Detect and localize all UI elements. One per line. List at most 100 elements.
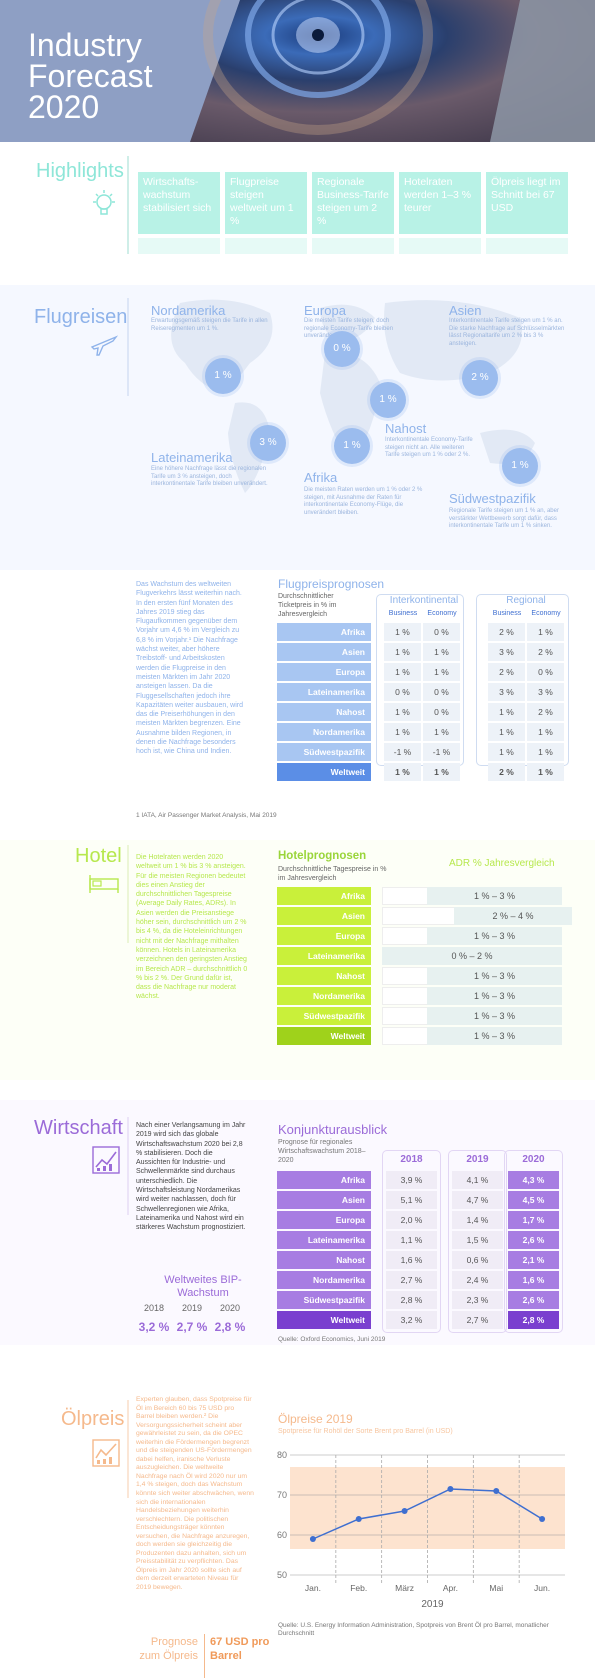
column-header: Economy (531, 610, 561, 617)
row-label: Nordamerika (277, 987, 371, 1005)
bip-value: 2,8 % (214, 1320, 246, 1334)
table-cell: -1 % (384, 743, 421, 761)
table-cell: 1,1 % (386, 1231, 437, 1249)
x-tick-label: Jan. (305, 1583, 321, 1593)
divider (127, 845, 129, 943)
region-name: Europa (304, 303, 346, 318)
row-label: Südwestpazifik (277, 1291, 371, 1309)
table-cell: 1 % (527, 723, 564, 741)
year-frame (448, 1150, 507, 1333)
stadium-image (190, 0, 595, 142)
data-point (539, 1516, 546, 1522)
y-tick-label: 60 (277, 1530, 287, 1540)
konjunktur-title: Konjunkturausblick (278, 1122, 388, 1137)
regions-overlay: Nordamerika Erwartungsgemäß steigen die T… (0, 0, 595, 570)
hotel-table-title: Hotelprognosen (278, 850, 367, 862)
row-label: Weltweit (277, 763, 371, 781)
bed-icon (89, 875, 119, 893)
group-header: Interkontinental (389, 595, 459, 606)
highlight-underbar (486, 238, 568, 254)
region-name: Asien (449, 303, 482, 318)
row-label: Nahost (277, 1251, 371, 1269)
hotel-body: Die Hotelraten werden 2020 weltweit um 1… (136, 854, 248, 1001)
group-header: Regional (506, 595, 546, 606)
hero-banner: Industry Forecast 2020 (0, 0, 595, 142)
x-tick-label: Jun. (534, 1583, 550, 1593)
hero-title: Industry Forecast 2020 (28, 27, 153, 125)
highlight-underbar (225, 238, 307, 254)
data-point (493, 1488, 500, 1494)
row-label: Lateinamerika (277, 947, 371, 965)
table-cell: 3 % (488, 643, 525, 661)
highlights-title: Highlights (36, 160, 124, 182)
row-label: Lateinamerika (277, 1231, 371, 1249)
table-cell: 1,7 % (508, 1211, 559, 1229)
table-cell: 2 % (527, 643, 564, 661)
table-cell: 2,7 % (386, 1271, 437, 1289)
bip-year: 2018 (143, 1303, 165, 1313)
table-cell: 2 % (527, 703, 564, 721)
table-cell: 3,9 % (386, 1171, 437, 1189)
table-cell: 1,6 % (508, 1271, 559, 1289)
table-cell: 0 % (527, 663, 564, 681)
table-cell: 2,7 % (452, 1311, 503, 1329)
region-text: Die meisten Raten werden um 1 % oder 2 %… (304, 487, 423, 516)
hotel-table: Afrika 1 % – 3 % Asien 2 % – 4 % Europa 1 % –… (277, 887, 572, 1047)
table-cell: 1 % (488, 703, 525, 721)
growth-chart-icon (92, 1146, 120, 1174)
table-cell: 2,6 % (508, 1231, 559, 1249)
row-label: Afrika (277, 887, 371, 905)
airplane-icon (90, 335, 119, 356)
oel-chart: 50 60 70 80 Jan. Feb. März Apr. Mai Jun. 2019 (277, 1450, 565, 1610)
oil-chart-icon (92, 1439, 120, 1467)
table-cell: 2,8 % (386, 1291, 437, 1309)
table-cell: 1 % (384, 763, 421, 781)
region-text: Eine höhere Nachfrage lässt die regional… (151, 466, 268, 487)
region-text: Interkontinentale Economy-Tarife steigen… (385, 437, 473, 458)
table-cell: 1 % (423, 763, 460, 781)
adr-range: 1 % – 3 % (427, 967, 562, 985)
flug-table: Interkontinental Regional Business Economy B… (277, 590, 572, 790)
region-name: Nahost (385, 421, 427, 436)
flug-table-title: Flugpreisprognosen (278, 577, 385, 591)
row-label: Nahost (277, 967, 371, 985)
table-cell: 1 % (423, 723, 460, 741)
table-cell: 2,0 % (386, 1211, 437, 1229)
adr-range: 1 % – 3 % (427, 1007, 562, 1025)
table-cell: 2,4 % (452, 1271, 503, 1289)
region-value-bubble: 1 % (205, 358, 241, 394)
region-name: Südwestpazifik (449, 491, 536, 506)
data-point (447, 1486, 454, 1492)
series-line (312, 1488, 543, 1540)
column-header: Business (492, 610, 522, 617)
table-cell: 1 % (423, 643, 460, 661)
region-text: Erwartungsgemäß steigen die Tarife in al… (151, 318, 268, 332)
adr-range: 0 % – 2 % (382, 947, 562, 965)
table-cell: 4,1 % (452, 1171, 503, 1189)
column-header: Business (388, 610, 418, 617)
y-tick-label: 50 (277, 1570, 287, 1580)
table-cell: 1 % (527, 623, 564, 641)
bip-year: 2020 (219, 1303, 241, 1313)
divider (127, 1400, 129, 1498)
table-cell: 2 % (488, 763, 525, 781)
adr-range: 1 % – 3 % (427, 987, 562, 1005)
konjunktur-subtitle: Prognose für regionales Wirtschaftswachs… (278, 1139, 366, 1164)
row-label: Europa (277, 927, 371, 945)
divider (127, 1117, 129, 1215)
table-cell: 4,3 % (508, 1171, 559, 1189)
table-cell: 3 % (527, 683, 564, 701)
table-cell: -1 % (423, 743, 460, 761)
y-tick-label: 80 (277, 1450, 287, 1460)
table-cell: 1,5 % (452, 1231, 503, 1249)
wirtschaft-source: Quelle: Oxford Economics, Juni 2019 (278, 1336, 386, 1343)
region-value-bubble: 1 % (334, 428, 370, 464)
wirtschaft-body: Nach einer Verlangsamung im Jahr 2019 wi… (136, 1122, 246, 1232)
table-cell: 1,4 % (452, 1211, 503, 1229)
year-frame (382, 1150, 441, 1333)
table-cell: 5,1 % (386, 1191, 437, 1209)
table-cell: 1 % (384, 643, 421, 661)
data-point (401, 1508, 408, 1514)
row-label: Europa (277, 1211, 371, 1229)
bip-value: 3,2 % (138, 1320, 170, 1334)
